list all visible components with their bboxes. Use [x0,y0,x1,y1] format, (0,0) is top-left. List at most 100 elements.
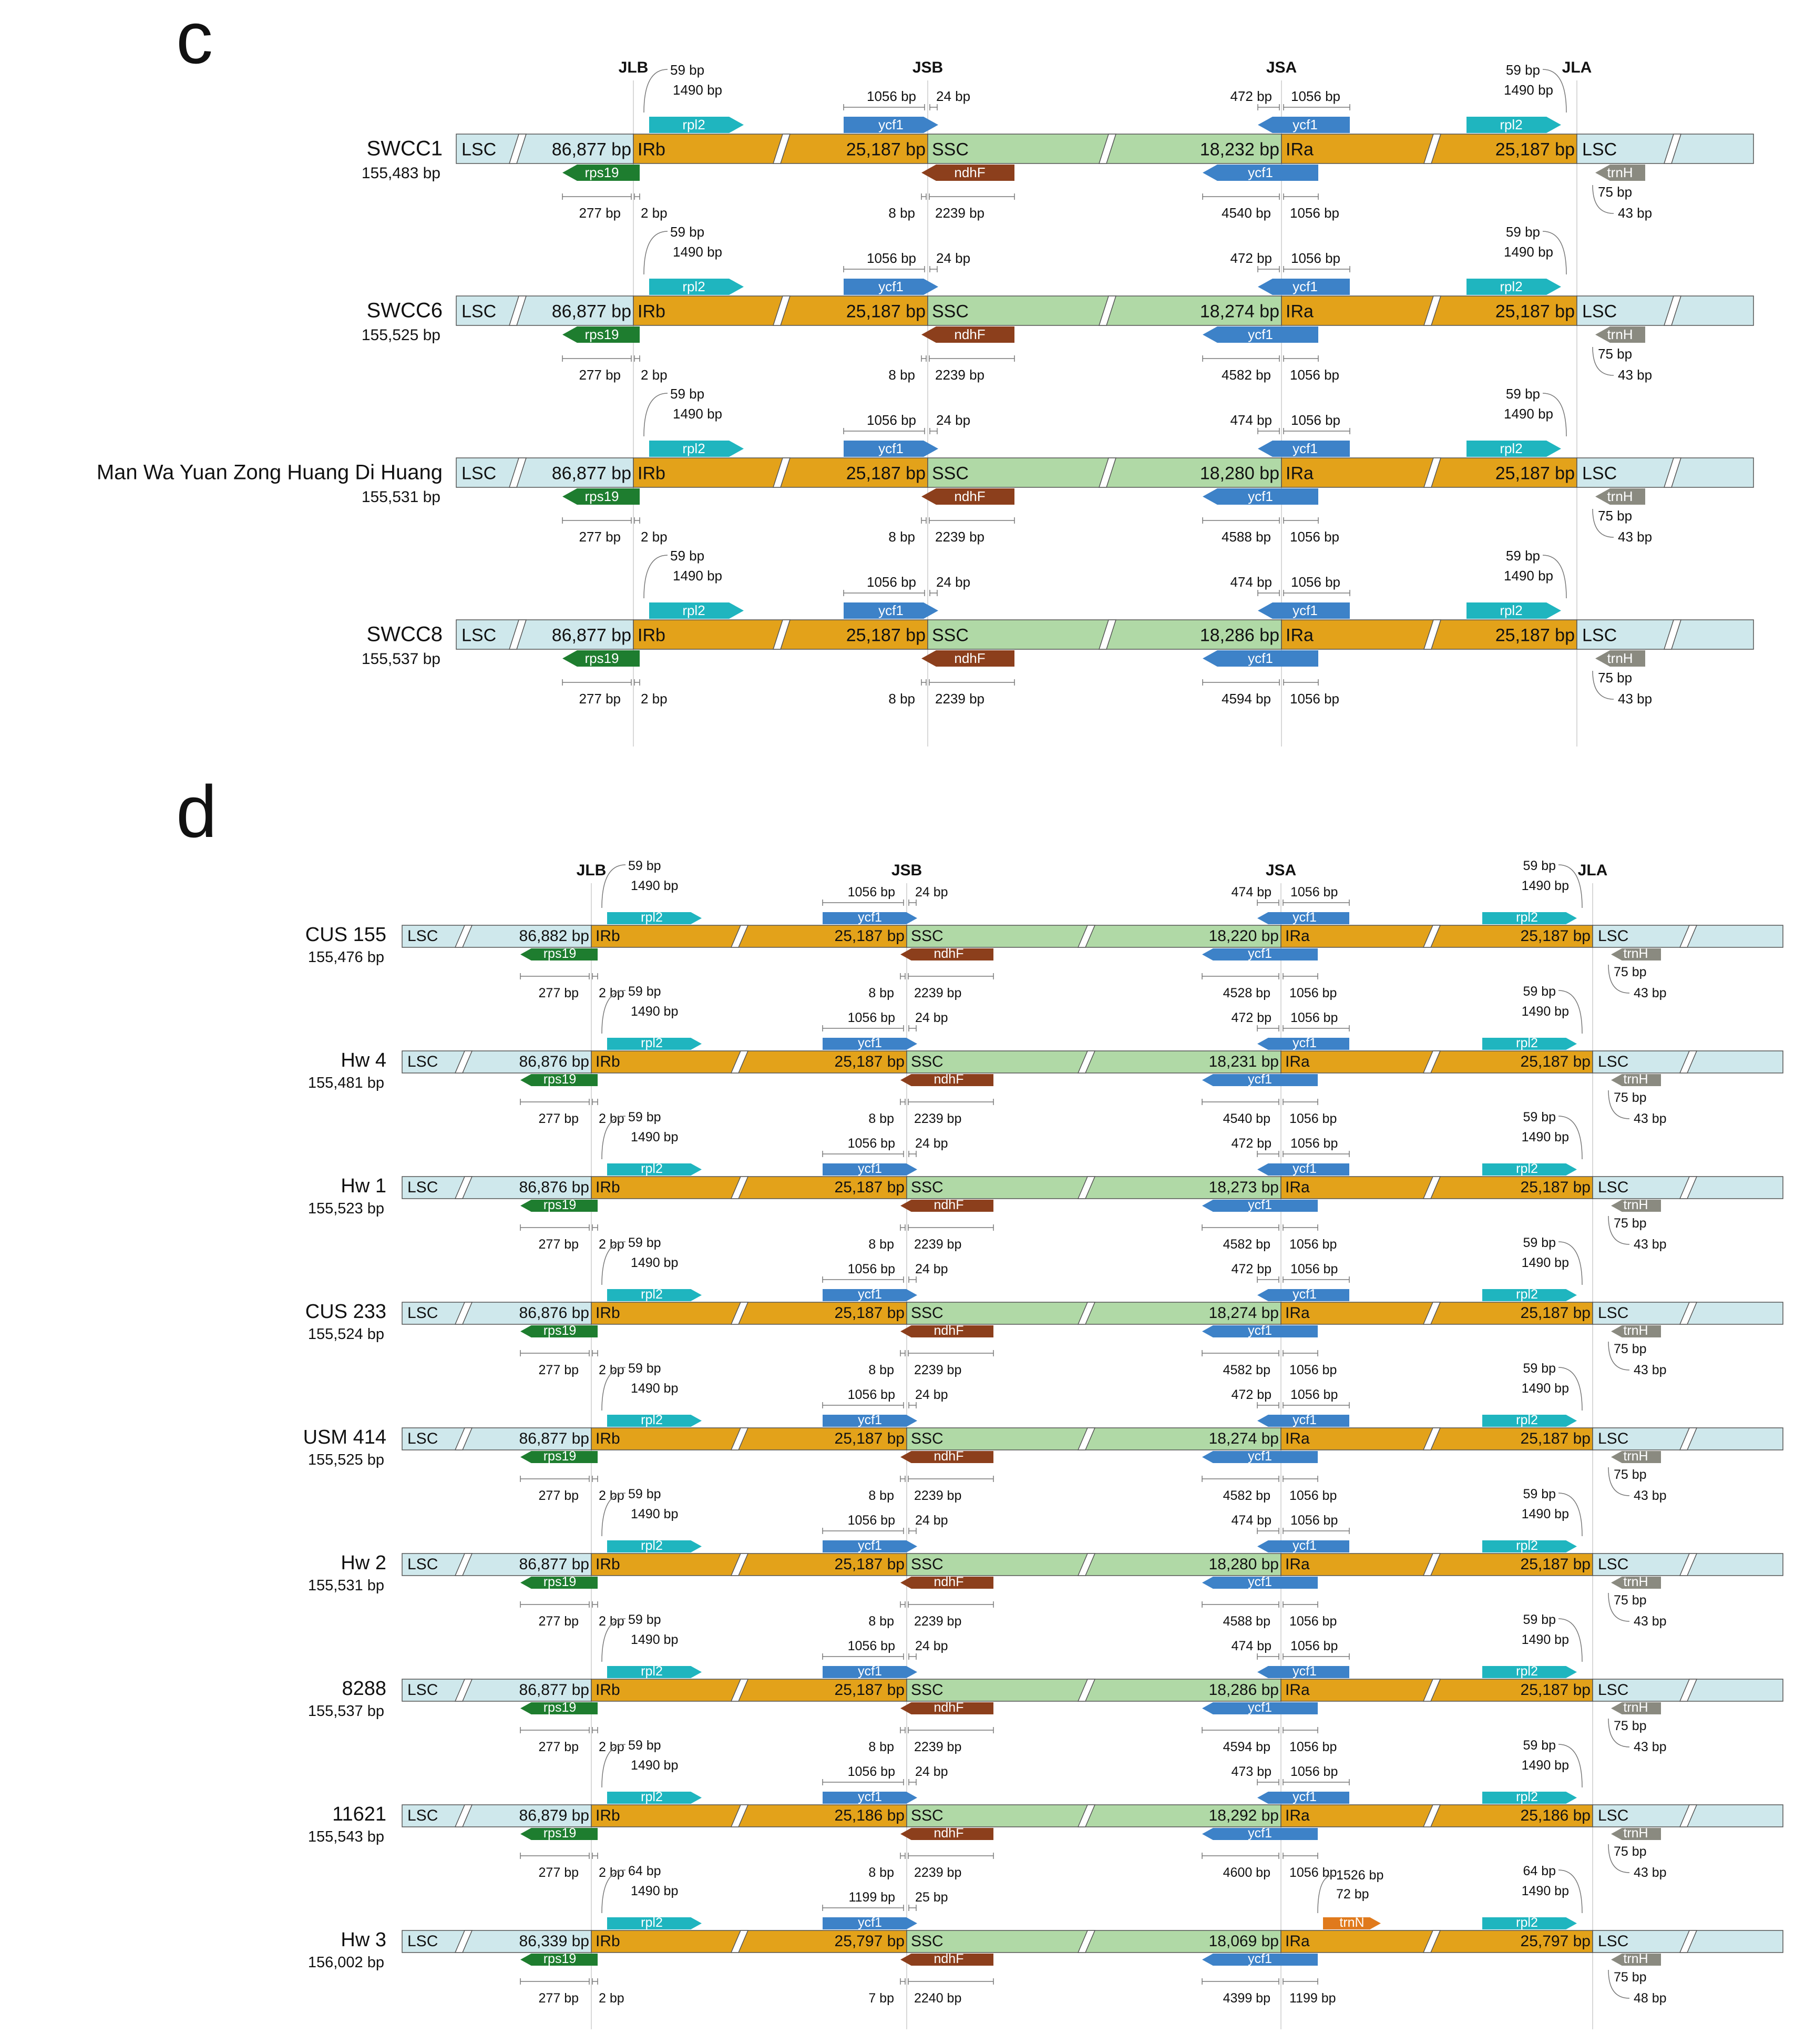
junction-label-jla: JLA [1562,59,1592,76]
break-mark [454,1804,473,1827]
break-mark [1679,1176,1698,1199]
ycf1-gene-jsb [844,279,938,295]
ycf1-below-length-ssc: 4582 bp [1223,1237,1270,1252]
ycf1-gene-label: ycf1 [1248,946,1272,961]
irb-segment [591,1804,907,1827]
rpl2-gene-label: rpl2 [1500,441,1522,456]
lsc-label: LSC [1598,1807,1628,1824]
rpl2-right-pointer [1558,864,1583,908]
genome-size: 155,525 bp [308,1452,384,1468]
rpl2-left-length: 1490 bp [631,1884,678,1898]
rpl2-right-distance: 59 bp [1523,859,1556,873]
ycf1-gene-jsb [844,441,938,457]
ndhF-gene [900,1451,993,1463]
trnH-distance: 75 bp [1614,1216,1647,1231]
ycf1-gene-label: ycf1 [878,117,904,132]
irb-label: IRb [596,1681,620,1699]
break-mark [454,1302,473,1325]
rps19-gene-label: rps19 [543,1449,577,1464]
rps19-bracket [520,1350,590,1356]
ycf1-jsa-length-ir: 1056 bp [1290,1262,1338,1276]
ndhF-gene-label: ndhF [934,1826,964,1841]
break-mark [730,1804,749,1827]
ycf1-jsb-length-ssc: 24 bp [936,412,970,428]
trnH-gene [1611,1954,1661,1966]
ycf1-gene-below [1203,650,1318,667]
lsc-left-segment [402,1176,592,1199]
rpl2-right-distance: 59 bp [1523,1235,1556,1250]
rpl2-gene-right [1482,1038,1577,1050]
break-mark [454,1930,473,1953]
trnH-distance: 75 bp [1614,1593,1647,1608]
irb-label: IRb [596,1933,620,1950]
ira-length: 25,187 bp [1495,301,1575,321]
genome-size: 155,537 bp [362,650,440,668]
ira-length: 25,187 bp [1521,1053,1591,1070]
ycf1-jsa-length-ssc: 474 bp [1232,885,1271,900]
rpl2-left-length: 1490 bp [631,1004,678,1019]
junction-label-jla: JLA [1578,862,1608,879]
trnH-pointer [1608,1090,1630,1119]
ssc-label: SSC [932,301,969,321]
ira-label: IRa [1286,463,1314,483]
trnH-length: 43 bp [1634,1488,1667,1503]
rpl2-right-distance: 59 bp [1506,62,1540,78]
ira-label: IRa [1286,625,1314,645]
ycf1-gene-below [1202,1451,1318,1463]
ycf1-below-length-ssc: 4582 bp [1223,1488,1270,1503]
trnN-distance: 1526 bp [1336,1868,1383,1883]
rps19-bracket [520,1099,590,1105]
ycf1-gene-label: ycf1 [1293,1790,1317,1804]
ycf1-jsa-length-ssc: 472 bp [1232,1136,1271,1151]
rps19-gene-label: rps19 [584,488,619,504]
lsc-label: LSC [1598,1430,1628,1447]
ycf1-jsb-length-ssc: 24 bp [936,88,970,104]
junction-label-jlb: JLB [577,862,607,879]
ndhF-bracket [929,517,1015,524]
ycf1-below-length-ssc: 4582 bp [1222,367,1271,383]
ycf1-gene-label: ycf1 [1248,1951,1272,1966]
ycf1-jsb-bracket [929,590,938,596]
ndhF-length-ir: 8 bp [868,1865,894,1880]
ycf1-jsa-length-ssc: 474 bp [1232,1639,1271,1653]
trnH-gene [1595,650,1645,667]
trnH-pointer [1608,1467,1630,1496]
ndhF-gene [900,1702,993,1714]
rps19-gene [562,488,640,505]
ycf1-jsb-length-ssc: 24 bp [915,1262,948,1276]
ndhF-gene [921,326,1014,343]
lsc-length: 86,876 bp [519,1179,589,1196]
ycf1-gene-below [1202,948,1318,960]
rps19-gene-label: rps19 [543,1826,577,1841]
ndhF-gene [900,1325,993,1337]
rpl2-gene-left [607,1666,702,1678]
rps19-length-ir: 2 bp [599,1614,624,1629]
ycf1-jsb-bracket [908,1151,917,1157]
ycf1-gene-label: ycf1 [858,1287,882,1302]
ycf1-jsb-length-ir: 1056 bp [848,1513,895,1528]
rpl2-left-pointer [601,990,626,1034]
ndhF-bracket [900,1727,906,1733]
ycf1-jsa-bracket [1257,900,1279,906]
genome-name: CUS 155 [305,924,386,946]
rpl2-gene-label: rpl2 [641,1790,663,1804]
rps19-bracket [520,1853,590,1859]
ndhF-gene [900,1200,993,1212]
trnH-length: 43 bp [1634,1740,1667,1754]
break-mark [1679,1050,1698,1074]
ycf1-gene-below [1203,326,1318,343]
irb-label: IRb [596,1053,620,1070]
ycf1-gene-label: ycf1 [1248,1449,1272,1464]
ssc-label: SSC [911,1053,943,1070]
trnH-length: 43 bp [1634,1865,1667,1880]
ycf1-below-length-ssc: 4588 bp [1223,1614,1270,1629]
ycf1-gene-label: ycf1 [878,602,904,618]
trnH-pointer [1592,346,1614,376]
rpl2-right-length: 1490 bp [1522,1507,1569,1521]
trnN-pointer [1317,1875,1334,1914]
ycf1-gene-label: ycf1 [878,441,904,456]
break-mark [772,134,791,164]
rpl2-left-distance: 59 bp [628,1361,661,1376]
rpl2-gene-right [1482,1917,1577,1929]
ssc-segment [906,1176,1281,1199]
